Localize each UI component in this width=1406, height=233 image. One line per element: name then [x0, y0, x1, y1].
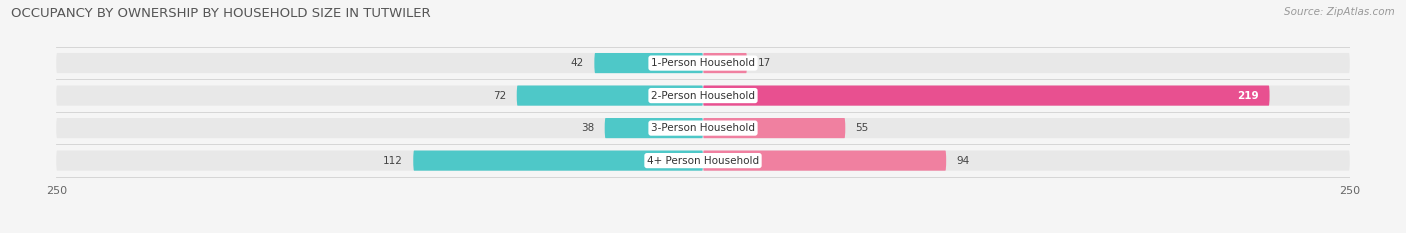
- Text: 1-Person Household: 1-Person Household: [651, 58, 755, 68]
- FancyBboxPatch shape: [56, 118, 1350, 138]
- Text: 219: 219: [1237, 91, 1260, 101]
- FancyBboxPatch shape: [703, 151, 946, 171]
- Text: 2-Person Household: 2-Person Household: [651, 91, 755, 101]
- Text: Source: ZipAtlas.com: Source: ZipAtlas.com: [1284, 7, 1395, 17]
- FancyBboxPatch shape: [605, 118, 703, 138]
- Text: 55: 55: [856, 123, 869, 133]
- FancyBboxPatch shape: [56, 151, 1350, 171]
- FancyBboxPatch shape: [56, 53, 1350, 73]
- FancyBboxPatch shape: [595, 53, 703, 73]
- FancyBboxPatch shape: [517, 86, 703, 106]
- Text: 17: 17: [758, 58, 770, 68]
- Text: 3-Person Household: 3-Person Household: [651, 123, 755, 133]
- Text: 94: 94: [956, 156, 970, 166]
- FancyBboxPatch shape: [703, 53, 747, 73]
- FancyBboxPatch shape: [56, 86, 1350, 106]
- Legend: Owner-occupied, Renter-occupied: Owner-occupied, Renter-occupied: [591, 231, 815, 233]
- FancyBboxPatch shape: [703, 86, 1270, 106]
- Text: OCCUPANCY BY OWNERSHIP BY HOUSEHOLD SIZE IN TUTWILER: OCCUPANCY BY OWNERSHIP BY HOUSEHOLD SIZE…: [11, 7, 430, 20]
- Text: 38: 38: [581, 123, 595, 133]
- Text: 4+ Person Household: 4+ Person Household: [647, 156, 759, 166]
- Text: 112: 112: [382, 156, 404, 166]
- Text: 72: 72: [494, 91, 506, 101]
- FancyBboxPatch shape: [703, 118, 845, 138]
- Text: 42: 42: [571, 58, 583, 68]
- FancyBboxPatch shape: [413, 151, 703, 171]
